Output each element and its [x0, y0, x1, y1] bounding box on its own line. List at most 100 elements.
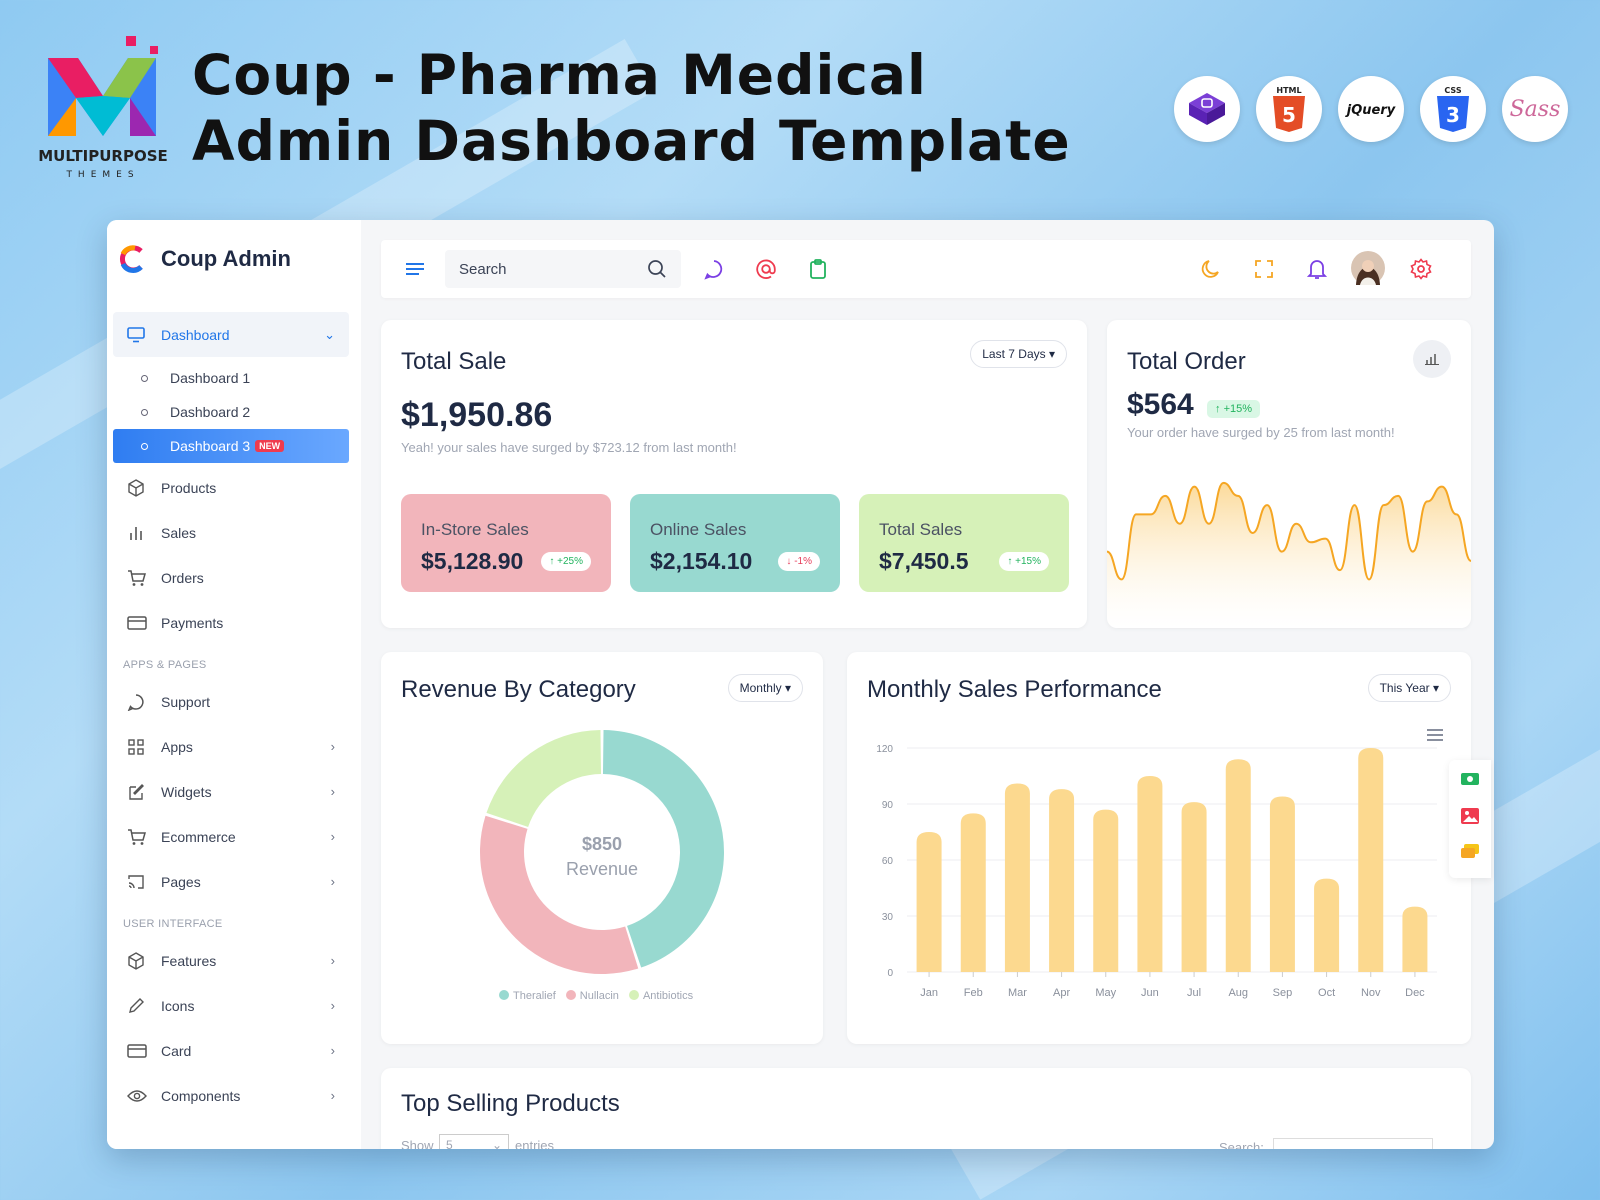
x-tick-label: May [1095, 987, 1116, 999]
svg-text:HTML: HTML [1276, 86, 1301, 95]
range-dropdown[interactable]: This Year ▾ [1367, 674, 1451, 702]
stats-button[interactable] [1413, 340, 1451, 378]
sidebar-item-ecommerce[interactable]: Ecommerce › [113, 814, 349, 859]
sidebar-item-card[interactable]: Card › [113, 1028, 349, 1073]
bar-aug[interactable] [1225, 759, 1251, 972]
sidebar-item-orders[interactable]: Orders [113, 555, 349, 600]
caret-down-icon: ▾ [1048, 347, 1055, 361]
legend-item[interactable]: Antibiotics [628, 990, 693, 1002]
search-icon[interactable] [647, 259, 667, 279]
chevron-right-icon: › [330, 998, 335, 1013]
sidebar-item-label: Features [161, 952, 217, 969]
sidebar-item-dashboard[interactable]: Dashboard ⌄ [113, 312, 349, 357]
legend-label: Nullacin [579, 990, 619, 1002]
sidebar-item-widgets[interactable]: Widgets › [113, 769, 349, 814]
admin-window: Coup Admin Dashboard ⌄ Dashboard 1 Dashb… [107, 220, 1494, 1149]
area-fill [1107, 482, 1471, 628]
bar-mar[interactable] [1004, 783, 1030, 972]
x-tick-label: Apr [1053, 987, 1070, 999]
legend-item[interactable]: Nullacin [565, 990, 619, 1002]
total-order-area-chart [1107, 481, 1471, 628]
mini-card-value: $7,450.5 [879, 548, 969, 574]
bar-jan[interactable] [916, 832, 942, 972]
top-selling-card: Top Selling Products Show 5 ⌄ entries Sea… [381, 1068, 1471, 1149]
messages-icon[interactable] [1461, 844, 1479, 865]
mini-card-label: In-Store Sales [421, 520, 529, 539]
sidebar-item-components[interactable]: Components › [113, 1073, 349, 1118]
sidebar-item-icons[interactable]: Icons › [113, 983, 349, 1028]
bar-dec[interactable] [1402, 906, 1428, 972]
chart-menu-icon[interactable] [1427, 728, 1443, 746]
bar-jul[interactable] [1181, 802, 1207, 972]
range-label: Monthly [739, 681, 782, 695]
bar-jun[interactable] [1137, 776, 1163, 972]
sidebar-item-apps[interactable]: Apps › [113, 724, 349, 769]
range-label: This Year [1379, 681, 1430, 695]
delta-badge: ↑ +15% [1207, 400, 1261, 418]
chat-icon[interactable] [702, 257, 726, 281]
sidebar-subitem-dashboard-3[interactable]: Dashboard 3 NEW [113, 429, 349, 463]
menu-toggle-icon[interactable] [403, 257, 427, 281]
y-tick-label: 0 [887, 968, 893, 979]
avatar[interactable] [1351, 251, 1385, 285]
sidebar-item-features[interactable]: Features › [113, 938, 349, 983]
donut-slice-theralief[interactable] [602, 730, 724, 968]
total-sales-card[interactable]: Total Sales $7,450.5 ↑ +15% [859, 494, 1069, 592]
svg-text:Sass: Sass [1510, 97, 1561, 122]
bar-feb[interactable] [960, 813, 986, 972]
clipboard-icon[interactable] [806, 257, 830, 281]
sidebar-subitem-dashboard-1[interactable]: Dashboard 1 [113, 361, 349, 395]
card-title: Monthly Sales Performance [867, 676, 1162, 703]
sidebar-item-label: Apps [161, 738, 193, 755]
box-icon [127, 951, 149, 970]
bell-icon[interactable] [1305, 257, 1329, 281]
svg-text:CSS: CSS [1444, 86, 1461, 95]
donut-center-value: $850 [582, 834, 622, 854]
range-dropdown[interactable]: Monthly ▾ [727, 674, 803, 702]
at-sign-icon[interactable] [754, 257, 778, 281]
image-icon[interactable] [1461, 808, 1479, 829]
bar-nov[interactable] [1358, 748, 1384, 972]
box-icon [127, 478, 149, 497]
total-sale-note: Yeah! your sales have surged by $723.12 … [401, 440, 737, 455]
settings-gear-icon[interactable] [1409, 257, 1433, 281]
x-tick-label: Dec [1405, 987, 1425, 999]
chevron-right-icon: › [330, 1043, 335, 1058]
range-dropdown[interactable]: Last 7 Days ▾ [970, 340, 1067, 368]
bar-sep[interactable] [1269, 796, 1295, 972]
sidebar-item-label: Payments [161, 614, 224, 631]
sidebar: Coup Admin Dashboard ⌄ Dashboard 1 Dashb… [107, 220, 361, 1149]
donut-slice-nullacin[interactable] [480, 815, 639, 974]
chart-legend: Theralief Nullacin Antibiotics [499, 990, 693, 1002]
banner-title: Coup - Pharma Medical Admin Dashboard Te… [192, 43, 1071, 173]
sidebar-subitem-dashboard-2[interactable]: Dashboard 2 [113, 395, 349, 429]
bar-apr[interactable] [1049, 789, 1075, 972]
search-input[interactable] [459, 260, 629, 278]
sidebar-item-pages[interactable]: Pages › [113, 859, 349, 904]
money-icon[interactable] [1461, 772, 1479, 791]
bar-oct[interactable] [1314, 878, 1340, 972]
dark-mode-icon[interactable] [1199, 257, 1223, 281]
fullscreen-icon[interactable] [1252, 257, 1276, 281]
in-store-sales-card[interactable]: In-Store Sales $5,128.90 ↑ +25% [401, 494, 611, 592]
online-sales-card[interactable]: Online Sales $2,154.10 ↓ -1% [630, 494, 840, 592]
bar-may[interactable] [1093, 809, 1119, 972]
sidebar-item-support[interactable]: Support [113, 679, 349, 724]
sidebar-item-label: Dashboard 2 [170, 404, 251, 420]
chevron-right-icon: › [330, 953, 335, 968]
sidebar-item-label: Icons [161, 997, 195, 1014]
donut-center-label: Revenue [566, 859, 638, 879]
sidebar-item-products[interactable]: Products [113, 465, 349, 510]
donut-slice-antibiotics[interactable] [486, 730, 602, 827]
table-search-input[interactable] [1273, 1138, 1433, 1149]
sidebar-item-sales[interactable]: Sales [113, 510, 349, 555]
show-entries-label: Show [401, 1138, 434, 1149]
sidebar-item-payments[interactable]: Payments [113, 600, 349, 645]
sass-icon: Sass [1502, 76, 1568, 142]
bullet-icon [141, 408, 148, 416]
bar-chart-icon [127, 524, 149, 542]
chevron-right-icon: › [330, 1088, 335, 1103]
brand[interactable]: Coup Admin [117, 244, 291, 274]
entries-select[interactable]: 5 ⌄ [439, 1134, 509, 1149]
legend-item[interactable]: Theralief [499, 990, 556, 1002]
